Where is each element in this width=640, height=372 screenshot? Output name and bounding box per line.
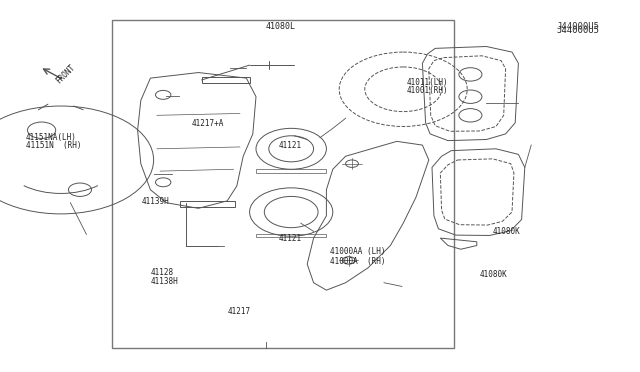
Text: 41138H: 41138H (150, 277, 178, 286)
Text: J44000U5: J44000U5 (557, 26, 600, 35)
Text: 41080K: 41080K (493, 227, 520, 236)
Text: 41151N  (RH): 41151N (RH) (26, 141, 81, 150)
Text: 41128: 41128 (150, 268, 173, 277)
Text: 41217+A: 41217+A (192, 119, 225, 128)
Bar (256, 169, 326, 173)
Text: 41121: 41121 (278, 234, 301, 243)
Text: 41139H: 41139H (142, 197, 170, 206)
Text: 41080K: 41080K (480, 270, 508, 279)
Text: 41000AA (LH): 41000AA (LH) (330, 247, 385, 256)
Text: J44000U5: J44000U5 (557, 22, 600, 31)
Text: 41121: 41121 (278, 141, 301, 150)
Text: 41011(LH): 41011(LH) (406, 78, 448, 87)
Bar (180, 201, 235, 207)
Bar (256, 234, 326, 237)
Bar (202, 77, 250, 83)
Bar (112, 20, 454, 348)
Text: 41080L: 41080L (266, 22, 296, 31)
Text: 41151NA(LH): 41151NA(LH) (26, 133, 76, 142)
Text: FRONT: FRONT (54, 63, 77, 86)
Text: 41217: 41217 (227, 307, 250, 316)
Text: 41000A  (RH): 41000A (RH) (330, 257, 385, 266)
Text: 41001(RH): 41001(RH) (406, 86, 448, 94)
